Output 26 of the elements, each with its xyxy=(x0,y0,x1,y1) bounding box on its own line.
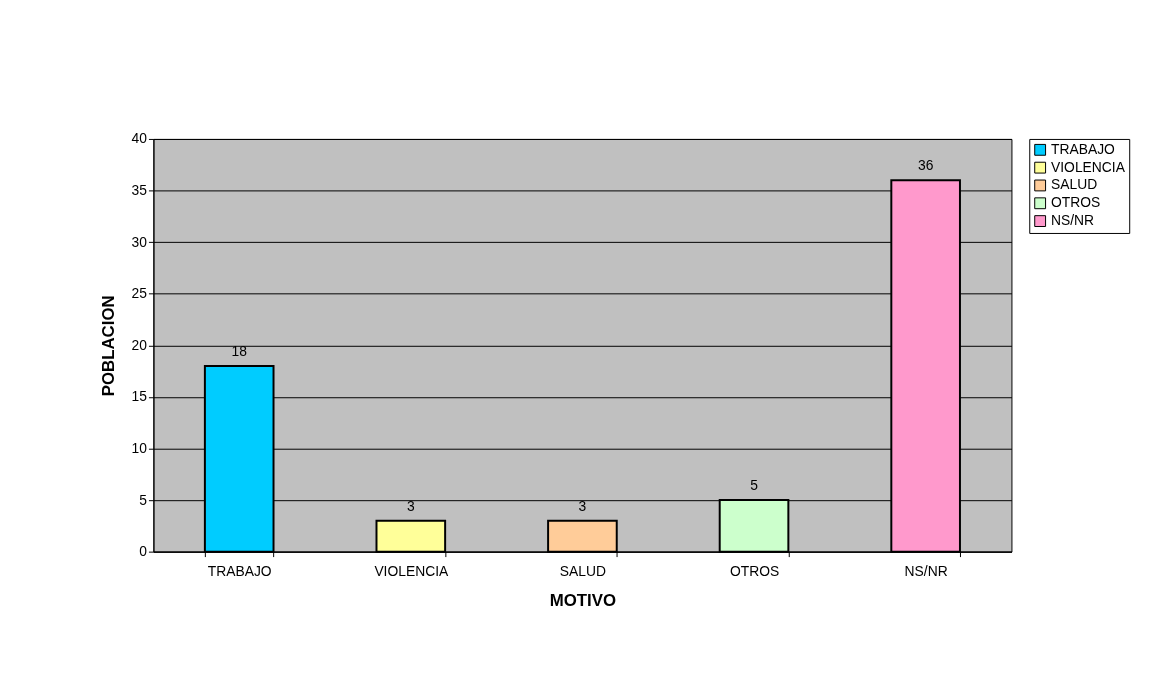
y-tick-label: 0 xyxy=(139,543,148,560)
y-tick-label: 40 xyxy=(131,130,148,147)
legend-label: TRABAJO xyxy=(1051,140,1116,157)
legend-label: VIOLENCIA xyxy=(1051,158,1126,175)
x-tick-label: OTROS xyxy=(729,562,780,579)
y-tick-label: 20 xyxy=(131,336,148,353)
y-tick-label: 35 xyxy=(131,181,148,198)
data-label: 5 xyxy=(750,477,759,494)
data-label: 36 xyxy=(917,157,934,174)
x-tick-label: TRABAJO xyxy=(207,562,272,579)
y-tick-label: 30 xyxy=(131,233,148,250)
x-tick-label: VIOLENCIA xyxy=(374,562,449,579)
y-tick-label: 15 xyxy=(131,388,148,405)
legend-label: OTROS xyxy=(1051,194,1101,211)
legend-label: SALUD xyxy=(1051,176,1098,193)
data-label: 3 xyxy=(406,497,415,514)
y-tick-label: 10 xyxy=(131,439,148,456)
y-tick-label: 25 xyxy=(131,285,148,302)
legend-label: NS/NR xyxy=(1051,212,1095,229)
x-tick-label: SALUD xyxy=(559,562,606,579)
data-label: 18 xyxy=(231,343,248,360)
x-axis-title: MOTIVO xyxy=(549,590,617,610)
y-axis-title: POBLACION xyxy=(98,295,118,397)
data-label: 3 xyxy=(578,497,587,514)
x-tick-label: NS/NR xyxy=(904,562,948,579)
y-tick-label: 5 xyxy=(139,491,148,508)
